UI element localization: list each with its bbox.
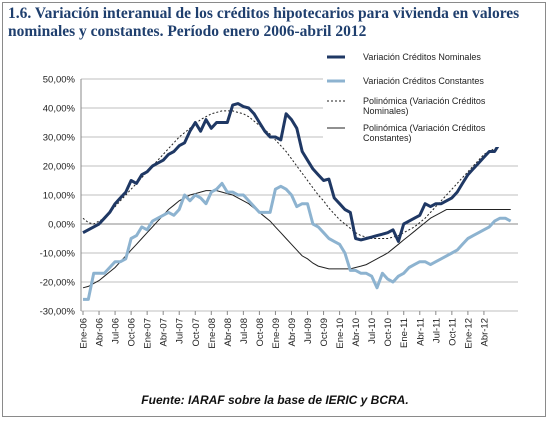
x-tick-label: Jul-11 bbox=[431, 318, 442, 343]
y-tick-label: -30,00% bbox=[40, 307, 76, 318]
series-line-1 bbox=[82, 102, 516, 243]
x-tick-label: Abr-06 bbox=[95, 318, 106, 347]
x-tick-label: Jul-10 bbox=[367, 318, 378, 344]
x-tick-label: Ene-09 bbox=[271, 318, 282, 349]
source-note: Fuente: IARAF sobre la base de IERIC y B… bbox=[141, 393, 409, 407]
series-line-2 bbox=[83, 181, 512, 301]
y-tick-label: -20,00% bbox=[40, 278, 76, 289]
series-line-4 bbox=[82, 190, 511, 289]
y-tick-label: 0,00% bbox=[48, 220, 75, 231]
legend-label-4: Constantes) bbox=[363, 133, 412, 143]
x-tick-label: Abr-09 bbox=[287, 318, 298, 347]
x-tick-label: Abr-07 bbox=[159, 318, 170, 347]
y-tick-label: 10,00% bbox=[43, 191, 76, 202]
x-tick-label: Abr-11 bbox=[415, 318, 426, 346]
y-tick-label: -10,00% bbox=[40, 249, 76, 260]
legend-label-1: Variación Créditos Nominales bbox=[363, 52, 481, 62]
x-tick-label: Oct-11 bbox=[447, 318, 458, 346]
x-tick-label: Oct-09 bbox=[319, 318, 330, 347]
x-tick-label: Oct-07 bbox=[191, 318, 202, 347]
x-tick-label: Jul-09 bbox=[303, 318, 314, 344]
y-tick-label: 30,00% bbox=[43, 133, 76, 144]
y-tick-label: 40,00% bbox=[43, 104, 76, 115]
x-tick-label: Ene-08 bbox=[207, 318, 218, 349]
y-tick-label: 20,00% bbox=[43, 162, 76, 173]
x-axis-ticks: Ene-06 Abr-06 Jul-06 Oct-06 Ene-07 Abr-07 Jul-… bbox=[79, 311, 490, 349]
x-tick-label: Abr-10 bbox=[351, 318, 362, 347]
legend: Variación Créditos Nominales Variación Cr… bbox=[323, 43, 519, 147]
x-tick-label: Oct-08 bbox=[255, 318, 266, 347]
x-tick-label: Jul-08 bbox=[239, 318, 250, 344]
x-tick-label: Oct-06 bbox=[127, 318, 138, 347]
x-tick-label: Ene-07 bbox=[143, 318, 154, 349]
x-tick-label: Ene-10 bbox=[335, 318, 346, 349]
legend-label-3: Nominales) bbox=[363, 106, 409, 116]
legend-label-3: Polinómica (Variación Créditos bbox=[363, 96, 486, 106]
x-tick-label: Ene-11 bbox=[399, 318, 410, 348]
y-axis-ticks: 50,00% 40,00% 30,00% 20,00% 10,00% 0,00% -10,0… bbox=[40, 75, 76, 318]
x-tick-label: Jul-07 bbox=[175, 318, 186, 344]
x-tick-label: Jul-06 bbox=[111, 318, 122, 344]
x-tick-label: Abr-12 bbox=[479, 318, 490, 347]
legend-background bbox=[323, 43, 519, 147]
x-tick-label: Ene-06 bbox=[79, 318, 90, 349]
legend-label-2: Variación Créditos Constantes bbox=[363, 76, 484, 86]
legend-label-4: Polinómica (Variación Créditos bbox=[363, 123, 486, 133]
y-tick-label: 50,00% bbox=[43, 75, 76, 86]
series-group bbox=[82, 102, 516, 301]
x-tick-label: Abr-08 bbox=[223, 318, 234, 347]
x-tick-label: Ene-12 bbox=[463, 318, 474, 349]
chart-title: 1.6. Variación interanual de los crédito… bbox=[8, 5, 520, 40]
x-tick-label: Oct-10 bbox=[383, 318, 394, 347]
